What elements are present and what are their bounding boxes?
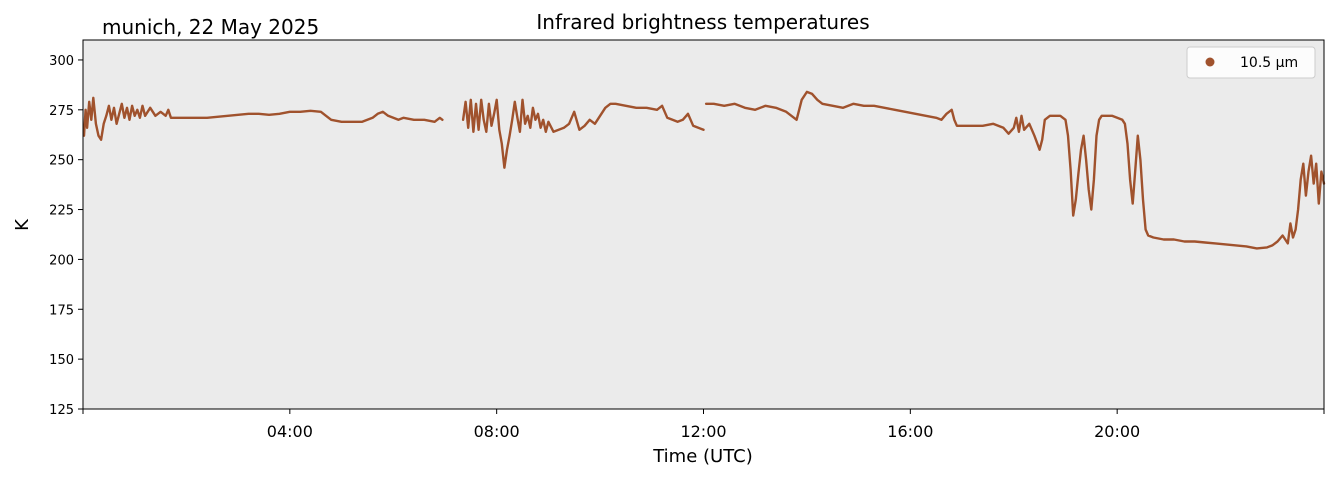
y-tick-label: 200 (49, 253, 74, 268)
x-tick-label: 04:00 (267, 422, 313, 441)
legend-label: 10.5 µm (1240, 55, 1298, 71)
y-axis: 125 150 175 200 225 250 275 300 (49, 54, 83, 418)
y-tick-label: 175 (49, 303, 74, 318)
x-axis-label: Time (UTC) (652, 446, 753, 467)
series-layer (82, 90, 1326, 250)
x-tick-label: 08:00 (474, 422, 520, 441)
legend-marker (1205, 57, 1215, 67)
y-tick-label: 300 (49, 54, 74, 69)
x-tick-label: 20:00 (1094, 422, 1140, 441)
y-tick-label: 125 (49, 403, 74, 418)
y-tick-label: 250 (49, 154, 74, 169)
chart-subtitle: munich, 22 May 2025 (102, 15, 319, 39)
legend: 10.5 µm (1186, 46, 1316, 79)
y-tick-label: 275 (49, 104, 74, 119)
series-line-segment (461, 98, 705, 169)
plot-area (83, 40, 1324, 409)
x-axis: 04:00 08:00 12:00 16:00 20:00 (82, 409, 1325, 441)
y-tick-label: 150 (49, 353, 74, 368)
x-tick-label: 12:00 (680, 422, 726, 441)
series-line-segment (704, 90, 1326, 250)
y-tick-label: 225 (49, 204, 74, 219)
y-axis-label: K (12, 218, 33, 231)
series-line-segment (82, 96, 444, 141)
chart-title: Infrared brightness temperatures (536, 10, 869, 34)
legend-box (1186, 46, 1316, 79)
x-tick-label: 16:00 (887, 422, 933, 441)
